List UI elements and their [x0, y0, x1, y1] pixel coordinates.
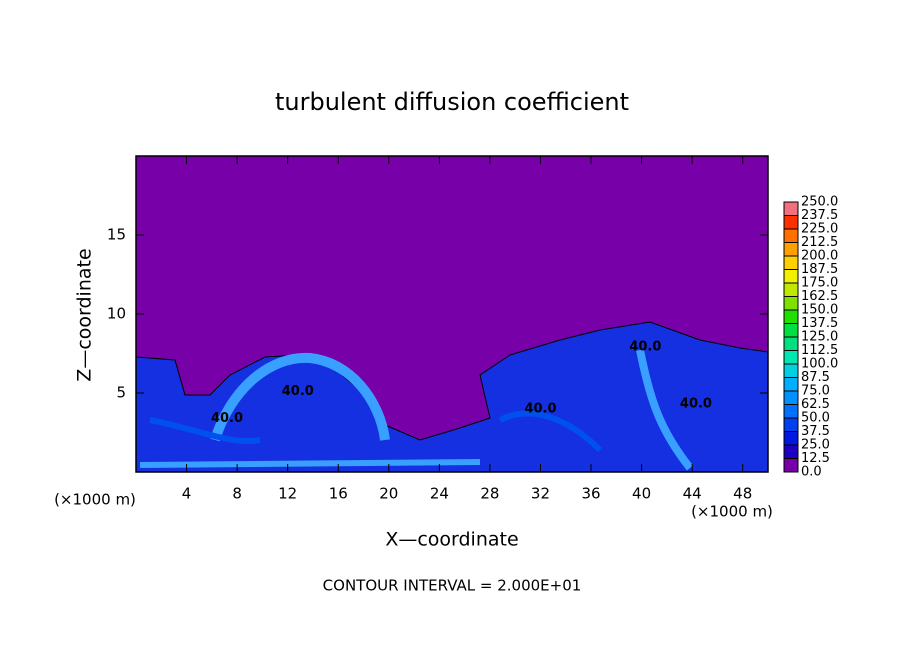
colorbar-label: 25.0	[801, 438, 830, 453]
x-tick-label: 12	[278, 485, 297, 503]
colorbar-label: 62.5	[801, 397, 830, 412]
colorbar-label: 200.0	[801, 249, 838, 264]
colorbar-label: 250.0	[801, 195, 838, 210]
colorbar-swatch	[784, 445, 798, 459]
colorbar-swatch	[784, 404, 798, 418]
y-tick-label: 15	[107, 226, 126, 244]
colorbar-label: 12.5	[801, 451, 830, 466]
x-tick-label: 20	[379, 485, 398, 503]
colorbar-label: 187.5	[801, 262, 838, 277]
colorbar-label: 112.5	[801, 343, 838, 358]
field-arch	[210, 352, 390, 442]
colorbar-swatch	[784, 323, 798, 337]
field-plume	[636, 349, 694, 471]
x-tick-label: 16	[329, 485, 348, 503]
colorbar-label: 175.0	[801, 276, 838, 291]
colorbar-swatch	[784, 458, 798, 472]
x-unit: (×1000 m)	[54, 491, 136, 509]
colorbar-swatch	[784, 391, 798, 405]
x-tick-label: 48	[733, 485, 752, 503]
colorbar-label: 212.5	[801, 235, 838, 250]
colorbar-swatch	[784, 364, 798, 378]
colorbar-swatch	[784, 269, 798, 283]
x-tick-label: 28	[480, 485, 499, 503]
x-tick-label: 4	[182, 485, 192, 503]
colorbar-label: 0.0	[801, 465, 822, 480]
colorbar-swatch	[784, 377, 798, 391]
y-axis-label: Z—coordinate	[74, 248, 96, 381]
colorbar-label: 125.0	[801, 330, 838, 345]
colorbar-swatch	[784, 229, 798, 243]
colorbar-swatch	[784, 431, 798, 445]
colorbar-swatch	[784, 337, 798, 351]
colorbar-label: 225.0	[801, 222, 838, 237]
colorbar-label: 75.0	[801, 384, 830, 399]
x-tick-label: 40	[632, 485, 651, 503]
y-tick-label: 10	[107, 305, 126, 323]
contour-label: 40.0	[282, 384, 314, 399]
colorbar-label: 162.5	[801, 289, 838, 304]
field-detail	[149, 410, 603, 453]
colorbar-label: 87.5	[801, 370, 830, 385]
colorbar-label: 37.5	[801, 424, 830, 439]
colorbar-swatch	[784, 296, 798, 310]
colorbar-swatch	[784, 310, 798, 324]
x-tick-label: 44	[683, 485, 702, 503]
colorbar-label: 100.0	[801, 357, 838, 372]
colorbar-swatch	[784, 242, 798, 256]
x-tick-label: 24	[430, 485, 449, 503]
contour-label: 40.0	[680, 397, 712, 412]
contour-label: 40.0	[211, 411, 243, 426]
colorbar-swatch	[784, 215, 798, 229]
field	[135, 156, 769, 473]
field-band	[139, 459, 481, 468]
colorbar-label: 150.0	[801, 303, 838, 318]
x-unit: (×1000 m)	[691, 503, 773, 521]
x-axis-label: X—coordinate	[385, 529, 518, 551]
colorbar-swatch	[784, 256, 798, 270]
colorbar-swatch	[784, 202, 798, 216]
colorbar-swatch	[784, 283, 798, 297]
colorbar-label: 237.5	[801, 208, 838, 223]
x-tick-label: 32	[531, 485, 550, 503]
colorbar-swatch	[784, 350, 798, 364]
note: CONTOUR INTERVAL = 2.000E+01	[323, 577, 582, 595]
x-tick-label: 36	[581, 485, 600, 503]
x-tick-label: 8	[232, 485, 242, 503]
colorbar-swatch	[784, 418, 798, 432]
contour-label: 40.0	[629, 340, 661, 355]
y-tick-label: 5	[116, 384, 126, 402]
colorbar-label: 137.5	[801, 316, 838, 331]
colorbar-label: 50.0	[801, 411, 830, 426]
chart-title: turbulent diffusion coefficient	[275, 88, 629, 116]
contour-label: 40.0	[524, 401, 556, 416]
